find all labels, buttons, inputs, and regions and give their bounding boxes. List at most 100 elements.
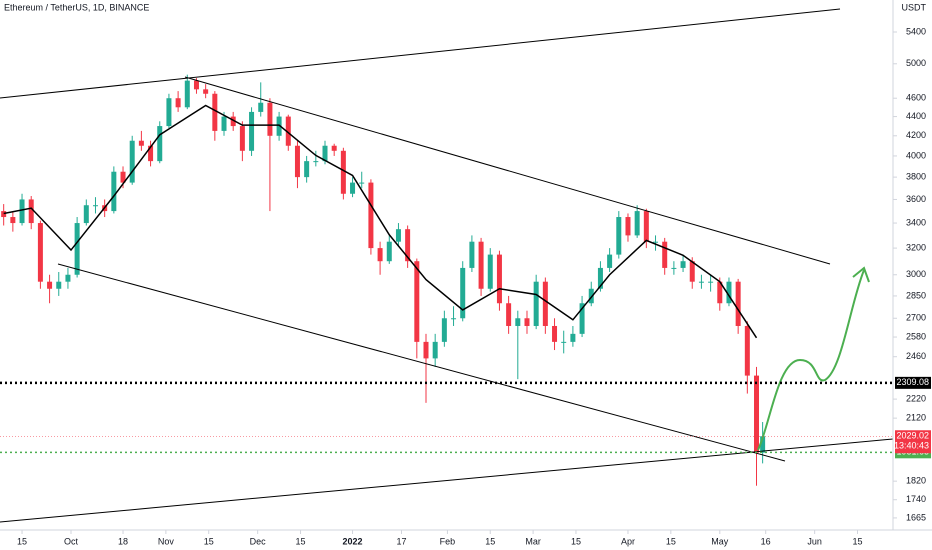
x-tick-label: Oct [64, 536, 79, 546]
candle-body [111, 171, 117, 212]
candle-body [570, 333, 576, 342]
candle-body [552, 325, 558, 342]
candle-body [478, 241, 484, 289]
candle-body [423, 341, 429, 359]
projection-arrow [757, 269, 865, 451]
candle-body [451, 318, 457, 320]
last-price-label: 2029.02 [896, 431, 929, 441]
candle-body [469, 241, 475, 268]
candle-body [74, 223, 80, 275]
candle-body [634, 211, 640, 236]
y-tick-label: 4600 [906, 93, 926, 103]
candle-body [157, 126, 163, 162]
y-tick-label: 1820 [906, 476, 926, 486]
candle-body [377, 248, 383, 262]
candle-body [607, 254, 613, 268]
trend-line [0, 438, 894, 523]
x-tick-label: 15 [204, 536, 214, 546]
candle-body [368, 182, 374, 249]
x-tick-label: Dec [250, 536, 267, 546]
candle-body [175, 98, 181, 108]
candle-body [138, 140, 144, 146]
candle-body [221, 116, 227, 131]
x-tick-label: 15 [852, 536, 862, 546]
x-tick-label: Mar [525, 536, 541, 546]
y-tick-label: 3200 [906, 242, 926, 252]
candle-body [496, 254, 502, 304]
y-tick-label: 4200 [906, 130, 926, 140]
candle-body [726, 281, 732, 304]
y-tick-label: 4000 [906, 150, 926, 160]
candle-body [487, 254, 493, 289]
candle-body [276, 116, 282, 136]
candle-body [441, 318, 447, 342]
candle-body [230, 116, 236, 127]
y-tick-label: 3400 [906, 217, 926, 227]
candle-body [460, 267, 466, 319]
candle-body [616, 217, 622, 255]
candle-body [625, 217, 631, 236]
candle-body [166, 98, 172, 127]
x-tick-label: 15 [485, 536, 495, 546]
candle-body [754, 375, 760, 453]
y-tick-label: 3600 [906, 194, 926, 204]
chart-title: Ethereum / TetherUS, 1D, BINANCE [4, 2, 149, 12]
candle-body [129, 140, 135, 183]
candle-body [340, 150, 346, 194]
candle-body [285, 116, 291, 146]
candle-body [689, 261, 695, 282]
x-tick-label: Nov [158, 536, 175, 546]
candle-body [698, 281, 704, 283]
candle-body [405, 229, 411, 262]
candle-body [643, 211, 649, 242]
x-tick-label: 17 [397, 536, 407, 546]
candle-body [708, 281, 714, 283]
level-box [895, 376, 931, 389]
candle-body [386, 241, 392, 262]
last-price-box [895, 430, 931, 454]
candle-body [83, 205, 89, 224]
candle-body [515, 318, 521, 326]
y-tick-label: 5000 [906, 58, 926, 68]
candle-body [37, 223, 43, 282]
x-tick-label: 2022 [343, 536, 363, 546]
candle-body [249, 111, 255, 151]
y-tick-label: 1665 [906, 512, 926, 522]
candle-body [203, 89, 209, 94]
y-tick-label: 3000 [906, 269, 926, 279]
y-tick-label: 2220 [906, 393, 926, 403]
x-tick-label: Apr [621, 536, 635, 546]
x-tick-label: 18 [118, 536, 128, 546]
candle-body [432, 341, 438, 359]
currency: USDT [902, 2, 927, 12]
y-tick-label: 2850 [906, 290, 926, 300]
candle-body [744, 325, 750, 376]
trend-line [184, 76, 831, 265]
y-tick-label: 2580 [906, 331, 926, 341]
x-tick-label: May [711, 536, 729, 546]
candle-body [506, 303, 512, 326]
y-tick-label: 2700 [906, 313, 926, 323]
candle-body [313, 161, 319, 163]
x-tick-label: Feb [440, 536, 456, 546]
y-tick-label: 2460 [906, 351, 926, 361]
candle-body [10, 217, 16, 224]
candle-body [193, 80, 199, 90]
trend-line [0, 8, 841, 99]
candle-body [533, 281, 539, 326]
candle-body [542, 281, 548, 326]
candle-body [735, 281, 741, 326]
candle-body [579, 303, 585, 334]
candle-body [760, 436, 766, 453]
candle-body [1, 211, 7, 218]
x-tick-label: 15 [666, 536, 676, 546]
arrow-head [852, 266, 870, 283]
candle-body [212, 93, 218, 131]
candle-body [350, 182, 356, 194]
y-tick-label: 4400 [906, 111, 926, 121]
candle-body [359, 182, 365, 184]
candle-body [184, 80, 190, 108]
candle-body [653, 241, 659, 243]
